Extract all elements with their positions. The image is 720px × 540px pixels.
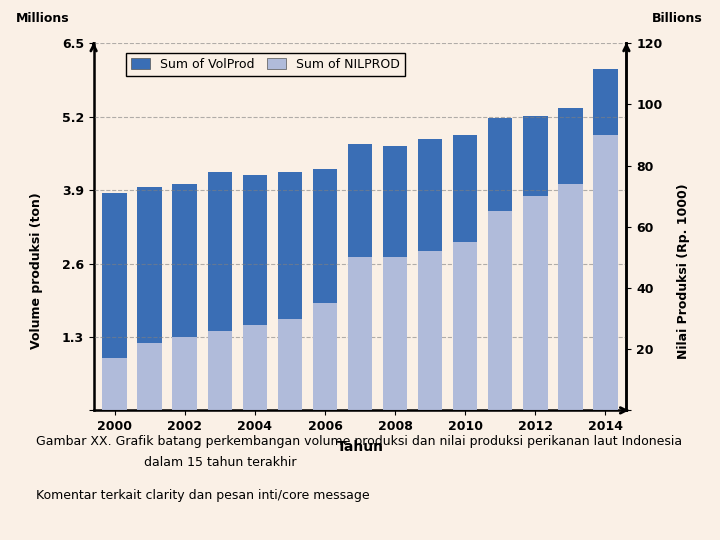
Bar xyxy=(348,144,372,410)
Bar xyxy=(488,212,513,410)
Bar xyxy=(138,343,162,410)
Bar xyxy=(453,134,477,410)
Bar xyxy=(243,176,267,410)
Bar xyxy=(312,168,337,410)
Bar xyxy=(558,107,582,410)
Bar xyxy=(243,325,267,410)
Bar xyxy=(348,258,372,410)
Y-axis label: Volume produksi (ton): Volume produksi (ton) xyxy=(30,192,43,349)
Bar xyxy=(278,172,302,410)
Bar xyxy=(523,196,547,410)
Bar xyxy=(173,185,197,410)
Bar xyxy=(558,184,582,410)
Text: Billions: Billions xyxy=(652,12,703,25)
Bar xyxy=(102,359,127,410)
X-axis label: Tahun: Tahun xyxy=(336,440,384,454)
Bar xyxy=(138,187,162,410)
Bar xyxy=(418,251,442,410)
Text: dalam 15 tahun terakhir: dalam 15 tahun terakhir xyxy=(144,456,297,469)
Bar xyxy=(173,337,197,410)
Bar xyxy=(312,303,337,410)
Bar xyxy=(593,69,618,410)
Bar xyxy=(383,258,408,410)
Bar xyxy=(278,319,302,410)
Bar xyxy=(102,193,127,410)
Bar xyxy=(523,116,547,410)
Bar xyxy=(207,331,232,410)
Bar xyxy=(453,242,477,410)
Bar xyxy=(418,139,442,410)
Bar xyxy=(207,172,232,410)
Y-axis label: Nilai Produksi (Rp. 1000): Nilai Produksi (Rp. 1000) xyxy=(677,183,690,359)
Bar xyxy=(593,135,618,410)
Text: Millions: Millions xyxy=(16,12,70,25)
Bar xyxy=(383,146,408,410)
Legend: Sum of VolProd, Sum of NILPROD: Sum of VolProd, Sum of NILPROD xyxy=(127,53,405,76)
Bar xyxy=(488,118,513,410)
Text: Komentar terkait clarity dan pesan inti/core message: Komentar terkait clarity dan pesan inti/… xyxy=(36,489,369,502)
Text: Gambar XX. Grafik batang perkembangan volume produksi dan nilai produksi perikan: Gambar XX. Grafik batang perkembangan vo… xyxy=(36,435,682,448)
